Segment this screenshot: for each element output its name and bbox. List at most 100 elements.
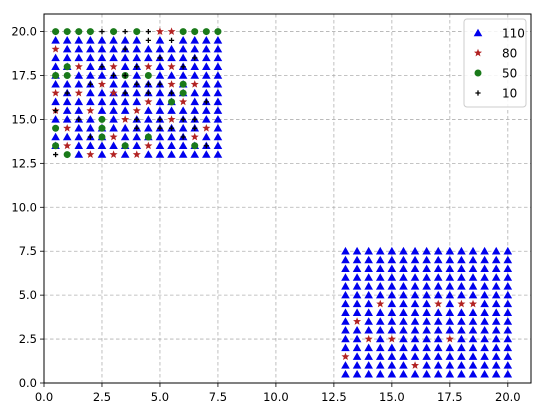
data-point-triangle — [74, 97, 84, 106]
data-point-triangle — [399, 264, 408, 273]
data-point-circle — [214, 28, 222, 36]
data-point-plus — [134, 64, 140, 70]
data-point-star — [387, 334, 396, 343]
data-point-triangle — [422, 264, 431, 273]
data-point-triangle — [74, 150, 84, 158]
data-point-triangle — [468, 255, 478, 264]
data-point-triangle — [341, 299, 350, 308]
data-point-triangle — [213, 53, 223, 62]
data-point-triangle — [97, 36, 107, 44]
data-point-star — [63, 124, 72, 132]
data-point-plus — [52, 108, 59, 114]
data-point-triangle — [109, 79, 118, 88]
series-110 — [51, 36, 513, 378]
data-point-triangle — [503, 334, 513, 343]
data-point-plus — [110, 72, 117, 79]
data-point-triangle — [457, 352, 466, 360]
data-point-triangle — [202, 79, 211, 88]
data-point-triangle — [503, 325, 513, 334]
data-point-triangle — [410, 308, 420, 316]
data-point-triangle — [167, 44, 176, 53]
data-point-triangle — [375, 317, 385, 325]
data-point-triangle — [190, 97, 200, 106]
data-point-triangle — [167, 150, 176, 158]
data-point-triangle — [62, 132, 72, 141]
data-point-triangle — [375, 352, 385, 360]
data-point-triangle — [155, 106, 165, 114]
data-point-triangle — [109, 97, 118, 106]
data-point-triangle — [433, 308, 443, 316]
data-point-circle — [98, 124, 106, 132]
data-point-triangle — [422, 290, 431, 299]
data-point-triangle — [155, 141, 165, 150]
data-point-triangle — [62, 36, 72, 44]
legend-marker-circle — [474, 69, 482, 77]
data-point-triangle — [167, 106, 176, 114]
data-point-star — [97, 80, 106, 88]
data-point-triangle — [387, 369, 397, 378]
data-point-circle — [202, 28, 210, 36]
data-point-triangle — [62, 79, 72, 88]
data-point-triangle — [445, 325, 455, 334]
data-point-triangle — [74, 123, 84, 132]
x-tick-label: 7.5 — [209, 390, 227, 404]
data-point-circle — [191, 28, 199, 36]
data-point-triangle — [155, 71, 165, 79]
data-point-triangle — [399, 290, 408, 299]
data-point-triangle — [387, 273, 397, 281]
data-point-triangle — [341, 264, 350, 273]
data-point-triangle — [468, 264, 478, 273]
data-point-circle — [75, 28, 83, 36]
data-point-circle — [179, 80, 187, 88]
data-point-triangle — [213, 150, 223, 158]
data-point-triangle — [399, 325, 408, 334]
series-10 — [52, 28, 209, 158]
data-point-triangle — [341, 343, 350, 352]
data-points — [51, 27, 513, 378]
data-point-triangle — [445, 246, 455, 255]
data-point-triangle — [410, 325, 420, 334]
data-point-circle — [63, 72, 71, 79]
data-point-triangle — [132, 97, 142, 106]
data-point-star — [190, 132, 199, 141]
data-point-triangle — [375, 343, 385, 352]
plot-frame — [43, 13, 532, 384]
data-point-triangle — [178, 36, 188, 44]
x-tick-label: 12.5 — [321, 390, 347, 404]
data-point-triangle — [86, 123, 95, 132]
y-tick-label: 2.5 — [19, 332, 37, 346]
data-point-star — [121, 115, 130, 123]
data-point-triangle — [503, 290, 513, 299]
data-point-triangle — [491, 361, 501, 369]
data-point-triangle — [352, 282, 362, 290]
x-tick-label: 5.0 — [151, 390, 169, 404]
data-point-triangle — [491, 299, 501, 308]
data-point-plus — [87, 134, 93, 140]
data-point-triangle — [433, 273, 443, 281]
data-point-triangle — [144, 106, 153, 114]
data-point-plus — [134, 116, 140, 123]
data-point-triangle — [213, 115, 223, 123]
data-point-triangle — [503, 246, 513, 255]
x-tick-label: 17.5 — [437, 390, 463, 404]
data-point-triangle — [491, 334, 501, 343]
data-point-triangle — [144, 150, 153, 158]
data-point-triangle — [341, 369, 350, 378]
data-point-triangle — [445, 264, 455, 273]
data-point-triangle — [364, 282, 373, 290]
data-point-triangle — [445, 255, 455, 264]
data-point-triangle — [422, 334, 431, 343]
data-point-plus — [180, 116, 186, 123]
data-point-triangle — [422, 299, 431, 308]
legend-marker-star — [474, 48, 482, 57]
data-point-triangle — [375, 273, 385, 281]
data-point-triangle — [503, 317, 513, 325]
series-80 — [51, 27, 478, 369]
data-point-triangle — [468, 343, 478, 352]
data-point-triangle — [375, 361, 385, 369]
data-point-triangle — [491, 343, 501, 352]
data-point-triangle — [480, 334, 489, 343]
data-point-plus — [157, 55, 163, 61]
data-point-triangle — [445, 343, 455, 352]
data-point-triangle — [480, 290, 489, 299]
